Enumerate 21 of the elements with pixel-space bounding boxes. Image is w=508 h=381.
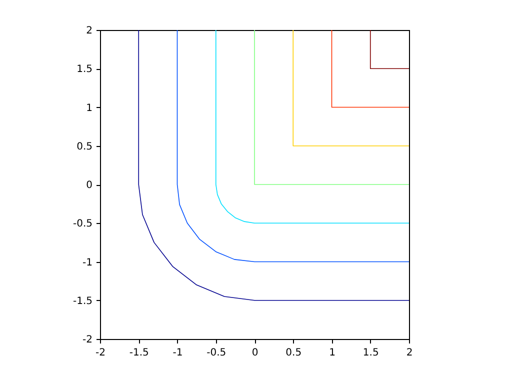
y-tick-label: -2 xyxy=(82,334,92,346)
x-tick-label: -0.5 xyxy=(206,348,226,358)
x-tick-label: -1 xyxy=(172,348,183,358)
y-tick-label: 2 xyxy=(86,26,92,36)
x-tick-label: -2 xyxy=(96,348,106,358)
y-tick-label: 0 xyxy=(86,180,92,191)
y-tick-label: 1.5 xyxy=(76,64,92,76)
x-tick-label: 1.5 xyxy=(362,348,379,358)
y-tick-label: -1.5 xyxy=(72,296,92,307)
y-tick-label: -1 xyxy=(82,257,92,268)
y-tick-label: -0.5 xyxy=(72,218,92,230)
y-tick-label: 1 xyxy=(86,102,92,114)
x-tick-label: -1.5 xyxy=(129,348,149,358)
x-tick-label: 1 xyxy=(329,348,336,358)
line-series xyxy=(176,30,410,262)
x-tick-label: 0.5 xyxy=(286,348,302,358)
y-tick-label: 0.5 xyxy=(76,141,92,152)
line-series xyxy=(138,30,410,301)
line-series xyxy=(215,30,410,224)
x-tick-label: 2 xyxy=(406,348,413,358)
x-tick-label: 0 xyxy=(252,348,258,358)
